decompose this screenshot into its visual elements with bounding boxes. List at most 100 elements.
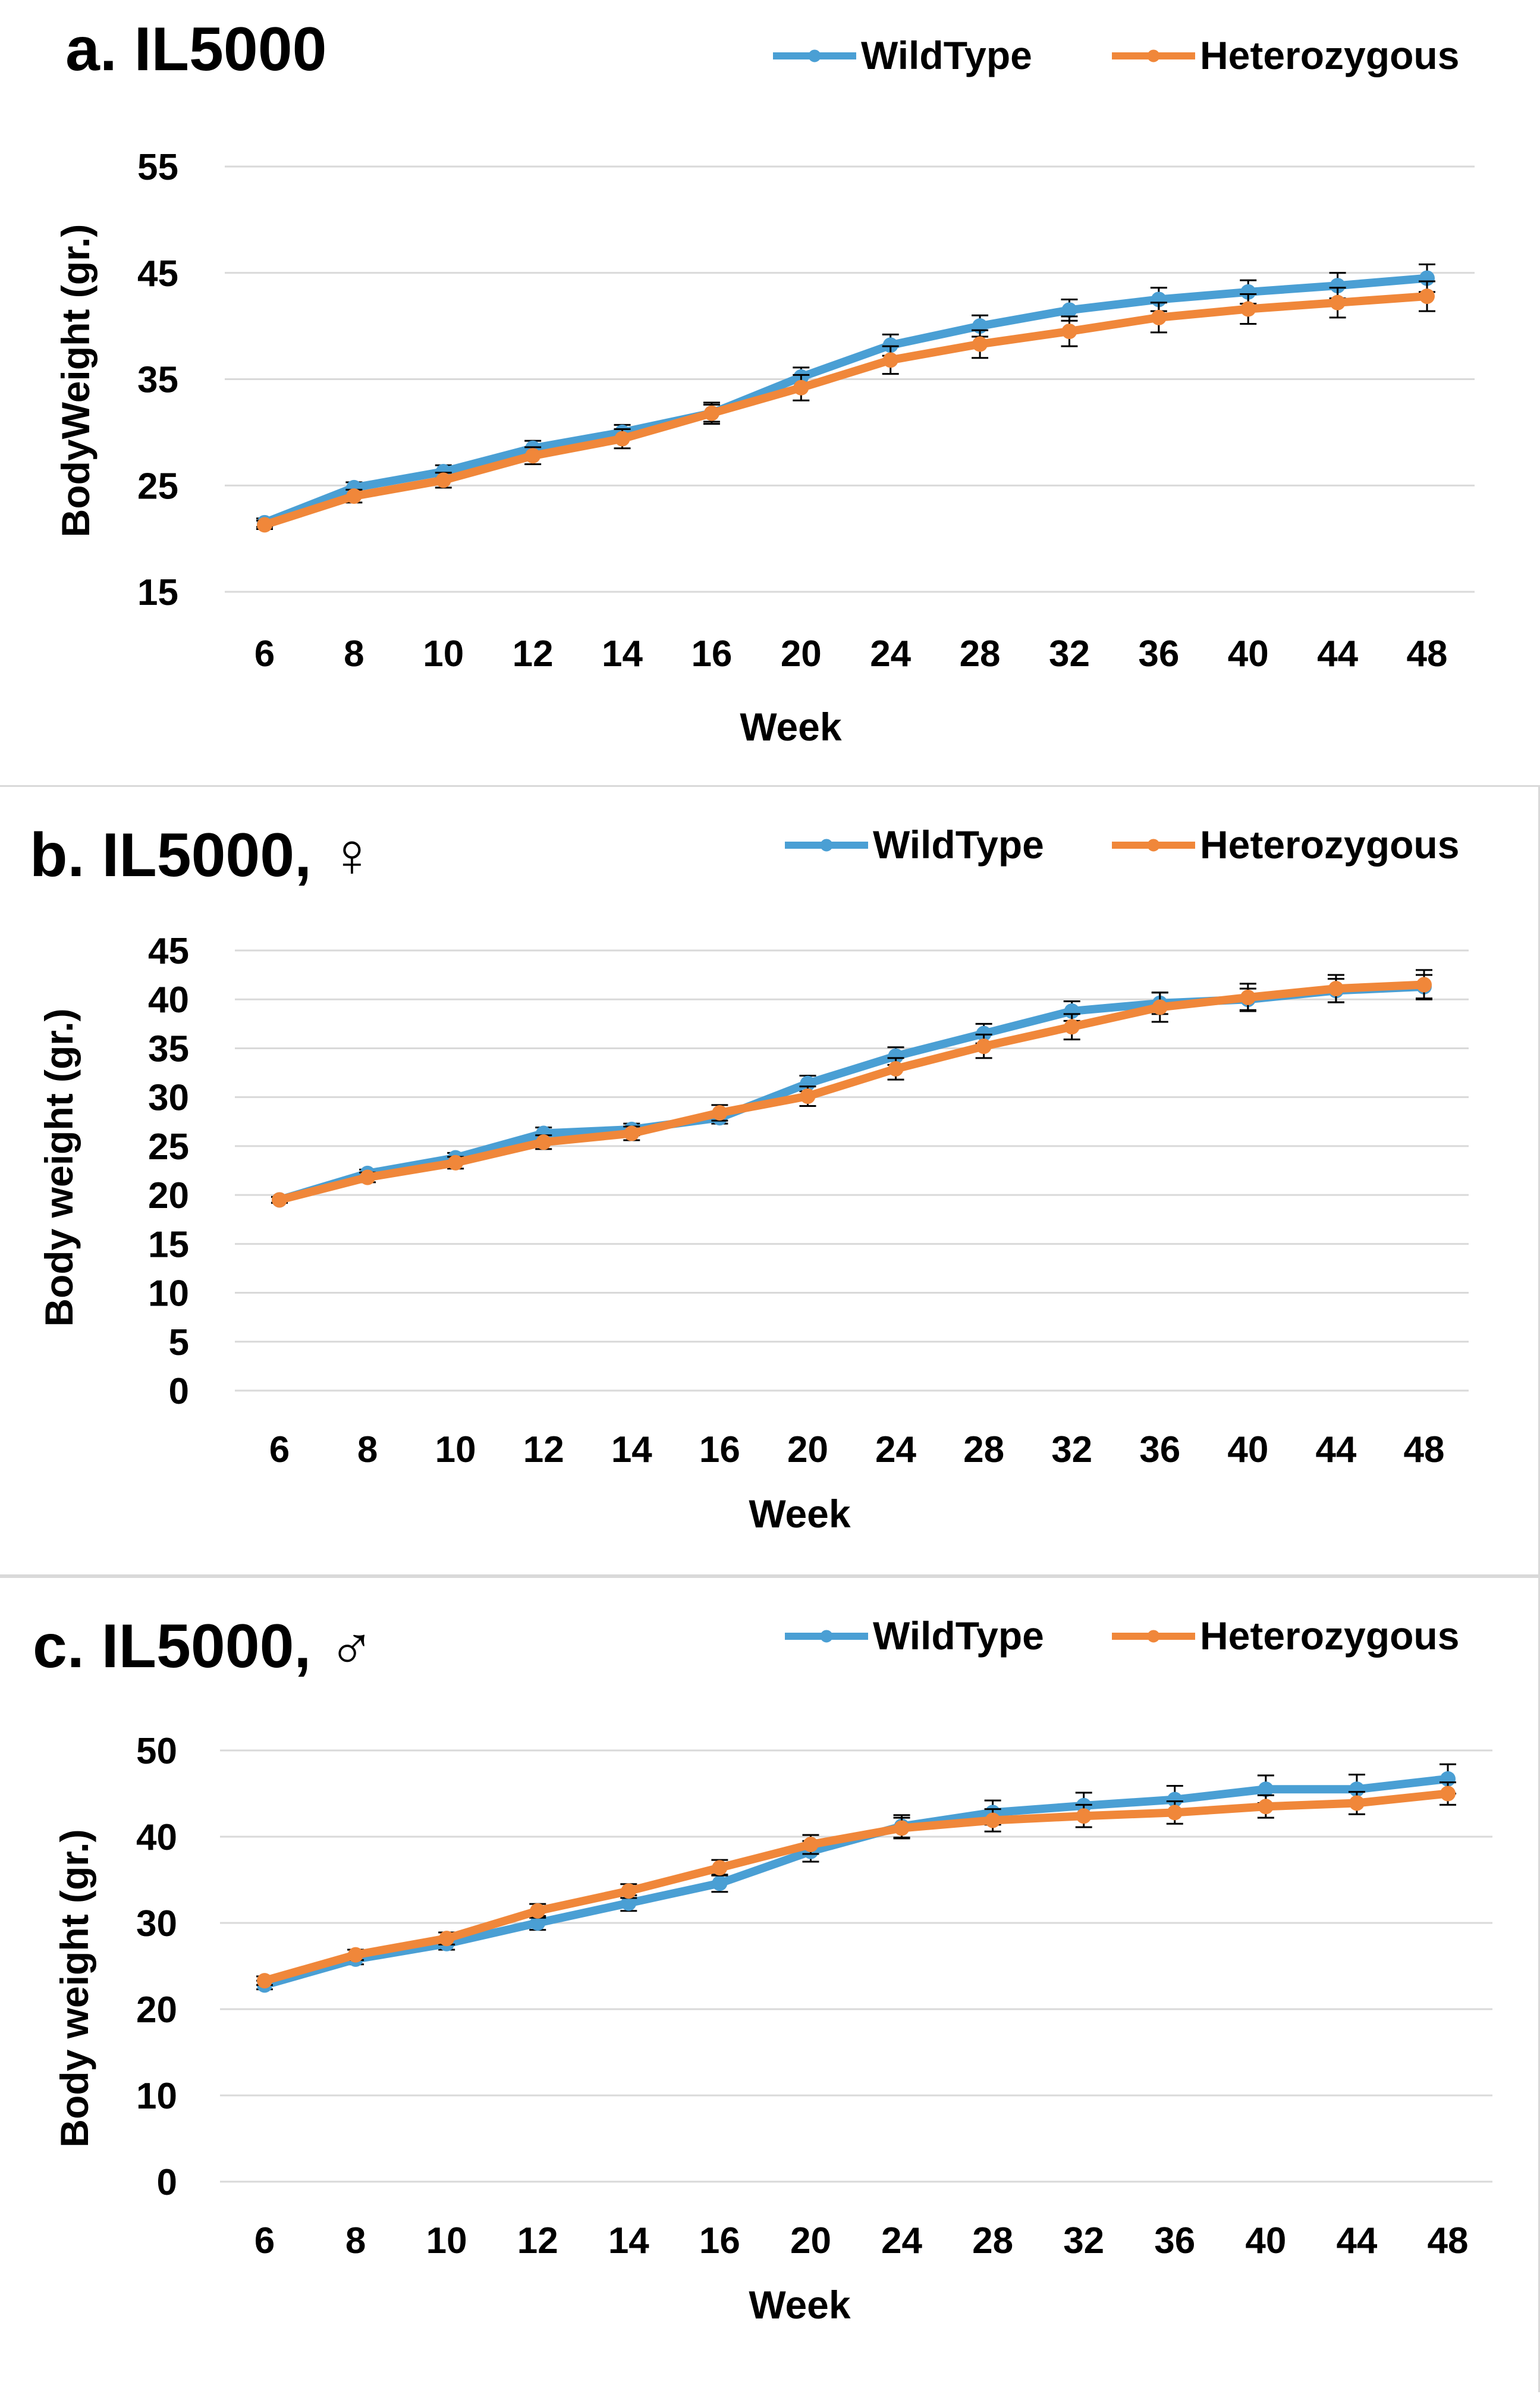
series-wildtype <box>256 1763 1456 1993</box>
x-tick-label: 8 <box>357 1429 378 1470</box>
data-point <box>1416 977 1432 993</box>
data-point <box>1258 1799 1274 1815</box>
chart-a-svg: a. IL5000 BodyWeight (gr.) Week WildType… <box>54 15 1475 749</box>
chart-c-legend: WildType Heterozygous <box>785 1614 1459 1658</box>
x-tick-label: 10 <box>426 2220 467 2261</box>
legend-wildtype-marker <box>820 839 833 852</box>
data-point <box>1061 324 1077 340</box>
x-tick-label: 44 <box>1315 1429 1356 1470</box>
chart-a-legend: WildType Heterozygous <box>773 33 1459 77</box>
data-point <box>536 1134 552 1150</box>
data-point <box>972 336 988 352</box>
data-point <box>1064 1019 1080 1035</box>
y-tick-label: 40 <box>136 1817 177 1858</box>
x-tick-label: 16 <box>691 633 732 674</box>
x-tick-label: 6 <box>269 1429 290 1470</box>
y-tick-label: 30 <box>148 1078 189 1119</box>
y-tick-label: 25 <box>137 466 178 507</box>
legend-wildtype-label: WildType <box>861 33 1032 77</box>
x-tick-label: 48 <box>1404 1429 1445 1470</box>
data-point <box>257 517 272 533</box>
data-point <box>435 472 451 488</box>
data-point <box>272 1192 287 1208</box>
data-point <box>1330 294 1346 310</box>
x-tick-label: 36 <box>1139 1429 1180 1470</box>
data-point <box>1061 302 1077 318</box>
legend-wildtype-label: WildType <box>873 1614 1044 1658</box>
chart-b-legend: WildType Heterozygous <box>785 823 1459 867</box>
x-tick-label: 6 <box>254 2220 275 2261</box>
chart-b-plot: 0 5 10 15 20 25 30 35 40 45 6 8 10 12 14 16 20 24 28 32 36 40… <box>148 931 1469 1470</box>
x-tick-label: 24 <box>870 633 911 674</box>
x-tick-label: 28 <box>963 1429 1004 1470</box>
chart-panel-a: a. IL5000 BodyWeight (gr.) Week WildType… <box>0 0 1540 785</box>
data-point <box>448 1154 464 1171</box>
data-point <box>882 337 898 353</box>
chart-b-ylabel: Body weight (gr.) <box>37 1008 81 1326</box>
chart-panel-c: c. IL5000, ♂ Body weight (gr.) Week Wild… <box>0 1576 1540 2392</box>
legend-heterozygous-marker <box>1147 839 1160 852</box>
x-tick-label: 28 <box>960 633 1001 674</box>
x-tick-label: 8 <box>344 633 364 674</box>
x-tick-label: 14 <box>602 633 643 674</box>
x-tick-label: 36 <box>1154 2220 1195 2261</box>
series-heterozygous <box>256 280 1435 533</box>
x-tick-label: 48 <box>1407 633 1448 674</box>
x-tick-label: 16 <box>699 1429 740 1470</box>
data-point <box>530 1915 546 1931</box>
x-tick-label: 20 <box>790 2220 831 2261</box>
data-point <box>803 1837 819 1853</box>
y-tick-label: 35 <box>137 360 178 401</box>
data-point <box>1328 981 1344 997</box>
x-tick-label: 10 <box>435 1429 476 1470</box>
data-point <box>985 1812 1001 1828</box>
chart-a-xlabel: Week <box>740 705 842 749</box>
data-point <box>1167 1805 1183 1821</box>
chart-b-xlabel: Week <box>749 1492 851 1536</box>
data-point <box>1330 278 1346 294</box>
x-tick-label: 48 <box>1428 2220 1469 2261</box>
legend-heterozygous-label: Heterozygous <box>1200 823 1459 867</box>
x-tick-label: 28 <box>972 2220 1013 2261</box>
data-point <box>1240 301 1256 317</box>
series-line-heterozygous <box>260 1789 1452 1985</box>
y-tick-label: 35 <box>148 1028 189 1069</box>
data-point <box>1167 1791 1183 1808</box>
x-tick-label: 40 <box>1228 633 1269 674</box>
data-point <box>1419 288 1435 305</box>
legend-heterozygous-label: Heterozygous <box>1200 33 1459 77</box>
data-point <box>525 448 541 464</box>
x-tick-label: 10 <box>423 633 464 674</box>
chart-c-plot: 0 10 20 30 40 50 6 8 10 12 14 16 20 24 28 32 36 40 44 48 <box>136 1731 1492 2261</box>
series-line-heterozygous <box>275 980 1428 1204</box>
x-tick-label: 36 <box>1138 633 1179 674</box>
series-heterozygous <box>256 1781 1456 1989</box>
chart-panel-b: b. IL5000, ♀ Body weight (gr.) Week Wild… <box>0 785 1540 1576</box>
data-point <box>712 1105 728 1121</box>
y-tick-label: 0 <box>157 2162 177 2203</box>
data-point <box>346 488 362 504</box>
y-tick-label: 0 <box>169 1371 189 1412</box>
data-point <box>1240 989 1256 1005</box>
y-tick-label: 5 <box>169 1322 189 1363</box>
legend-wildtype-marker <box>808 49 821 62</box>
data-point <box>1440 1786 1456 1802</box>
y-tick-label: 10 <box>136 2076 177 2117</box>
chart-c-xlabel: Week <box>749 2283 851 2327</box>
series-line-heterozygous <box>260 292 1431 529</box>
data-point <box>624 1125 640 1141</box>
data-point <box>360 1169 376 1185</box>
data-point <box>800 1075 816 1091</box>
chart-a-ylabel: BodyWeight (gr.) <box>54 224 98 538</box>
y-tick-label: 55 <box>137 147 178 188</box>
x-tick-label: 20 <box>787 1429 828 1470</box>
x-tick-label: 32 <box>1051 1429 1092 1470</box>
data-point <box>1064 1003 1080 1019</box>
chart-c-svg: c. IL5000, ♂ Body weight (gr.) Week Wild… <box>33 1612 1492 2327</box>
data-point <box>793 379 809 396</box>
chart-c-ylabel: Body weight (gr.) <box>52 1829 96 2147</box>
y-tick-label: 20 <box>136 1990 177 2031</box>
chart-b-title: b. IL5000, ♀ <box>30 821 375 890</box>
x-tick-label: 14 <box>611 1429 652 1470</box>
y-tick-label: 25 <box>148 1127 189 1168</box>
